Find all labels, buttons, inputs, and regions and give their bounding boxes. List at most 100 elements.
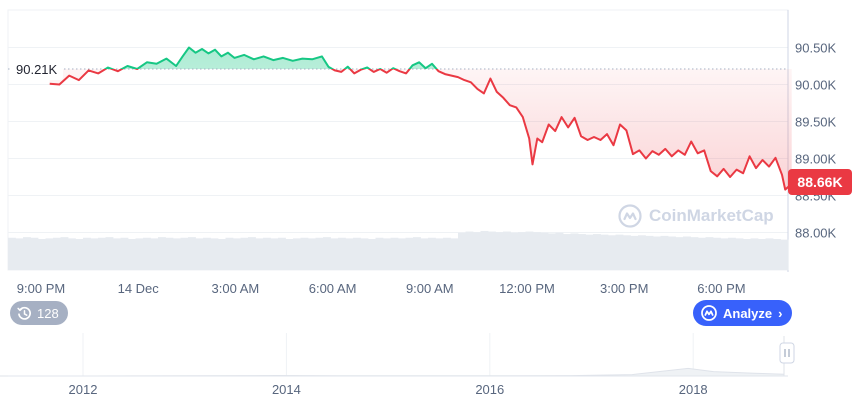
volume-bar (638, 235, 646, 270)
volume-bar (150, 238, 159, 270)
volume-bar (398, 238, 406, 270)
y-tick-label: 89.50K (795, 115, 837, 130)
x-tick-label: 12:00 PM (499, 281, 555, 296)
volume-bar (90, 238, 99, 270)
navigator-year-label: 2012 (69, 382, 98, 397)
volume-bar (23, 237, 31, 270)
y-tick-label: 90.50K (795, 41, 837, 56)
volume-bar (383, 238, 391, 270)
volume-bar (450, 238, 459, 270)
analyze-button[interactable]: Analyze › (693, 300, 793, 326)
volume-bar (233, 238, 241, 270)
volume-bar (420, 238, 429, 270)
volume-bar (533, 232, 541, 270)
volume-bar (510, 232, 519, 270)
price-line (49, 46, 793, 191)
x-tick-label: 9:00 AM (406, 281, 454, 296)
volume-bar (645, 235, 654, 270)
timeline-navigator[interactable]: 2012201420162018202020222024 (0, 333, 860, 397)
volume-bar (548, 233, 556, 270)
x-tick-label: 3:00 PM (600, 281, 648, 296)
price-area-down (49, 68, 792, 190)
volume-bar (323, 237, 331, 270)
volume-bar (83, 237, 91, 270)
volume-bar (698, 237, 706, 270)
price-area (49, 47, 792, 190)
navigator-background (8, 333, 788, 376)
reference-price-badge: 90.21K (10, 60, 64, 80)
price-line-up (103, 46, 438, 69)
volume-bar (585, 234, 594, 270)
volume-bar (593, 234, 601, 270)
volume-bar (683, 236, 691, 270)
volume-bar (45, 238, 54, 270)
volume-bar (173, 238, 181, 270)
history-count: 128 (37, 305, 59, 321)
volume-bar (165, 237, 174, 270)
volume-bar (780, 239, 789, 270)
volume-bar (330, 238, 339, 270)
y-tick-label: 89.00K (795, 152, 837, 167)
volume-bar (368, 239, 376, 270)
chevron-right-icon: › (778, 305, 783, 321)
watermark-text: CoinMarketCap (649, 206, 774, 225)
coinmarketcap-logo-icon (701, 305, 717, 321)
volume-bar (720, 238, 729, 270)
volume-bar (255, 238, 264, 270)
volume-bar (773, 239, 781, 270)
volume-bar (315, 237, 324, 270)
volume-bar (495, 232, 504, 270)
y-tick-label: 88.00K (795, 226, 837, 241)
volume-bar (203, 237, 211, 270)
volume-bar (555, 232, 564, 270)
volume-bar (278, 237, 286, 270)
volume-bar (405, 237, 414, 270)
volume-bar (158, 237, 166, 270)
volume-bar (623, 235, 631, 270)
volume-bar (300, 237, 309, 270)
volume-bar (360, 238, 369, 270)
volume-bar (675, 237, 684, 270)
watermark: CoinMarketCap (618, 204, 774, 228)
volume-bar (473, 232, 481, 270)
volume-bar (225, 237, 234, 270)
volume-bar (143, 237, 151, 270)
volume-bar (248, 237, 256, 270)
volume-bar (630, 235, 639, 270)
x-tick-label: 14 Dec (118, 281, 160, 296)
volume-bar (503, 231, 511, 270)
volume-bar (743, 239, 751, 270)
volume-bar (345, 238, 354, 270)
volume-bar (68, 238, 76, 270)
volume-bar (60, 237, 69, 270)
volume-bar (263, 237, 271, 270)
volume-bar (518, 232, 526, 270)
volume-bar (758, 239, 766, 270)
volume-bar (113, 238, 121, 270)
history-button[interactable]: 128 (10, 301, 68, 325)
volume-bar (105, 237, 114, 270)
volume-bar (338, 237, 346, 270)
volume-bar (195, 238, 204, 270)
volume-bar (480, 230, 489, 270)
volume-bar (600, 234, 609, 270)
navigator-handle (779, 342, 795, 364)
volume-bar (653, 236, 661, 270)
price-area-up (105, 47, 437, 69)
volume-bar (188, 237, 196, 270)
volume-bar (53, 237, 61, 270)
volume-bar (735, 238, 744, 270)
volume-bar (8, 237, 16, 270)
navigator-year-label: 2016 (475, 382, 504, 397)
volume-bar (563, 234, 571, 270)
volume-bar (15, 238, 24, 270)
volume-bar (570, 233, 579, 270)
pause-handle-icon[interactable] (779, 342, 795, 364)
volume-bar (728, 237, 736, 270)
volume-bar (705, 237, 714, 270)
volume-bar (458, 232, 466, 270)
coinmarketcap-logo-icon (618, 204, 642, 228)
volume-bar (413, 237, 421, 270)
